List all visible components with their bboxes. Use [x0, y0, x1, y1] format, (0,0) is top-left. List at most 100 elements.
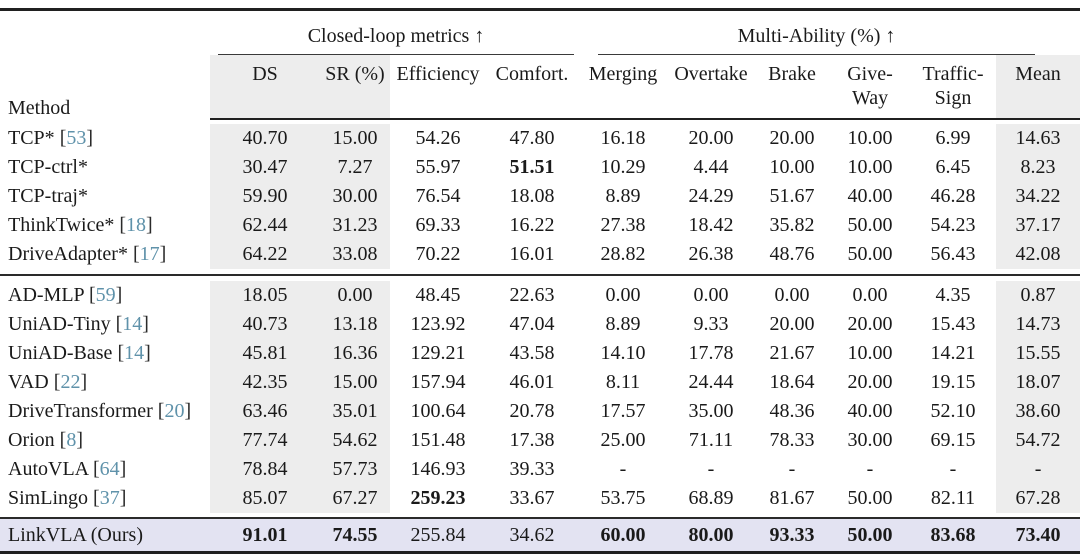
- method-cell: VAD [22]: [0, 368, 210, 397]
- value-cell: 255.84: [390, 519, 486, 554]
- method-name: UniAD-Tiny: [8, 313, 111, 335]
- value-cell: 78.33: [769, 429, 815, 451]
- value-cell: 40.73: [210, 310, 320, 339]
- value-cell: 46.01: [509, 371, 555, 393]
- col-header-merging: Merging: [578, 55, 669, 120]
- value-cell: 38.60: [996, 397, 1080, 426]
- value-cell: 8.11: [605, 371, 641, 393]
- value-cell: 259.23: [410, 487, 466, 509]
- value-cell: 17.57: [600, 400, 646, 422]
- value-cell: 59.90: [210, 182, 320, 211]
- value-cell: 91.01: [210, 519, 320, 554]
- value-cell: 16.36: [320, 339, 390, 368]
- value-cell: 6.99: [935, 127, 971, 149]
- method-cell: UniAD-Base [14]: [0, 339, 210, 368]
- closed-loop-label: Closed-loop metrics ↑: [218, 25, 575, 55]
- spacer-cell: [0, 276, 1080, 281]
- value-cell: 15.55: [996, 339, 1080, 368]
- group-header-multi-ability: Multi-Ability (%) ↑: [578, 11, 1080, 55]
- value-cell: 80.00: [668, 519, 755, 554]
- value-cell: 54.72: [996, 426, 1080, 455]
- citation-link[interactable]: [22]: [48, 371, 88, 393]
- value-cell: 4.44: [693, 156, 729, 178]
- value-cell: 0.87: [996, 281, 1080, 310]
- value-cell: 69.15: [930, 429, 976, 451]
- value-cell: 34.62: [486, 519, 579, 554]
- method-cell: TCP-traj*: [0, 182, 210, 211]
- value-cell: 8.89: [605, 185, 641, 207]
- table-group-ours: LinkVLA (Ours) 91.01 74.55 255.84 34.62 60.00…: [0, 519, 1080, 554]
- value-cell: 9.33: [693, 313, 729, 335]
- method-cell: AutoVLA [64]: [0, 455, 210, 484]
- value-cell: 82.11: [930, 487, 976, 509]
- table-row: AD-MLP [59] 18.05 0.00 48.45 22.63 0.00 0.00 0.…: [0, 281, 1080, 310]
- multi-ability-label: Multi-Ability (%) ↑: [598, 25, 1036, 55]
- citation-link[interactable]: [53]: [54, 127, 94, 149]
- value-cell: 40.00: [847, 185, 893, 207]
- table-row: TCP-ctrl* 30.47 7.27 55.97 51.51 10.29 4.44 10.…: [0, 153, 1080, 182]
- table-row: VAD [22] 42.35 15.00 157.94 46.01 8.11 24.44 18…: [0, 368, 1080, 397]
- table-row: Orion [8] 77.74 54.62 151.48 17.38 25.00 71.11…: [0, 426, 1080, 455]
- value-cell: 10.00: [847, 156, 893, 178]
- method-name: Orion: [8, 429, 55, 451]
- value-cell: 54.23: [930, 214, 976, 236]
- group-header-closed-loop: Closed-loop metrics ↑: [210, 11, 578, 55]
- value-cell: 22.63: [509, 284, 555, 306]
- value-cell: 50.00: [830, 519, 911, 554]
- value-cell: 48.45: [415, 284, 461, 306]
- table-row: UniAD-Tiny [14] 40.73 13.18 123.92 47.04 8.89…: [0, 310, 1080, 339]
- value-cell: 64.22: [210, 240, 320, 269]
- citation-link[interactable]: [18]: [114, 214, 153, 236]
- citation-link[interactable]: [59]: [83, 284, 123, 306]
- value-cell: 43.58: [509, 342, 555, 364]
- method-name: UniAD-Base: [8, 342, 113, 364]
- value-cell: 42.08: [996, 240, 1080, 269]
- value-cell: 151.48: [410, 429, 466, 451]
- col-header-traffic-sign: Traffic-Sign: [910, 55, 997, 120]
- value-cell: 70.22: [415, 243, 461, 265]
- table-row: DriveAdapter* [17] 64.22 33.08 70.22 16.01 28…: [0, 240, 1080, 269]
- value-cell: 35.82: [769, 214, 815, 236]
- value-cell: 14.10: [600, 342, 646, 364]
- table-row: AutoVLA [64] 78.84 57.73 146.93 39.33- - - - - -: [0, 455, 1080, 484]
- value-cell: 81.67: [769, 487, 815, 509]
- method-cell: TCP-ctrl*: [0, 153, 210, 182]
- value-cell: 21.67: [769, 342, 815, 364]
- citation-link[interactable]: [37]: [88, 487, 127, 509]
- value-cell: 20.00: [688, 127, 734, 149]
- value-cell: 67.27: [320, 484, 390, 513]
- value-cell: 19.15: [930, 371, 976, 393]
- value-cell: 0.00: [774, 284, 810, 306]
- value-cell: 24.29: [688, 185, 734, 207]
- value-cell: 100.64: [410, 400, 466, 422]
- table-row: ThinkTwice* [18] 62.44 31.23 69.33 16.22 27.3…: [0, 211, 1080, 240]
- value-cell: 35.01: [320, 397, 390, 426]
- spacer: [0, 120, 1080, 124]
- method-cell: AD-MLP [59]: [0, 281, 210, 310]
- value-cell: 0.00: [605, 284, 641, 306]
- value-cell: 10.00: [847, 342, 893, 364]
- table-row: DriveTransformer [20] 63.46 35.01 100.64 20.…: [0, 397, 1080, 426]
- table-group-e2e-methods: AD-MLP [59] 18.05 0.00 48.45 22.63 0.00 0.00 0.…: [0, 281, 1080, 513]
- value-cell: 40.00: [847, 400, 893, 422]
- citation-link[interactable]: [17]: [127, 243, 167, 265]
- column-header-row: DS SR (%) Efficiency Comfort. Merging Ov…: [0, 55, 1080, 120]
- citation-link[interactable]: [14]: [112, 342, 151, 364]
- value-cell: 20.00: [769, 127, 815, 149]
- separator-line: [0, 513, 1080, 519]
- method-name: TCP-traj*: [8, 185, 88, 207]
- value-cell: 20.00: [847, 313, 893, 335]
- citation-link[interactable]: [20]: [152, 400, 192, 422]
- method-cell: DriveTransformer [20]: [0, 397, 210, 426]
- value-cell: 47.80: [509, 127, 555, 149]
- value-cell: 30.00: [320, 182, 390, 211]
- citation-link[interactable]: [8]: [54, 429, 84, 451]
- value-cell: 30.00: [847, 429, 893, 451]
- value-cell: -: [949, 458, 957, 480]
- value-cell: 16.01: [509, 243, 555, 265]
- citation-link[interactable]: [64]: [88, 458, 127, 480]
- value-cell: 53.75: [600, 487, 646, 509]
- value-cell: 45.81: [210, 339, 320, 368]
- citation-link[interactable]: [14]: [110, 313, 149, 335]
- value-cell: 76.54: [415, 185, 461, 207]
